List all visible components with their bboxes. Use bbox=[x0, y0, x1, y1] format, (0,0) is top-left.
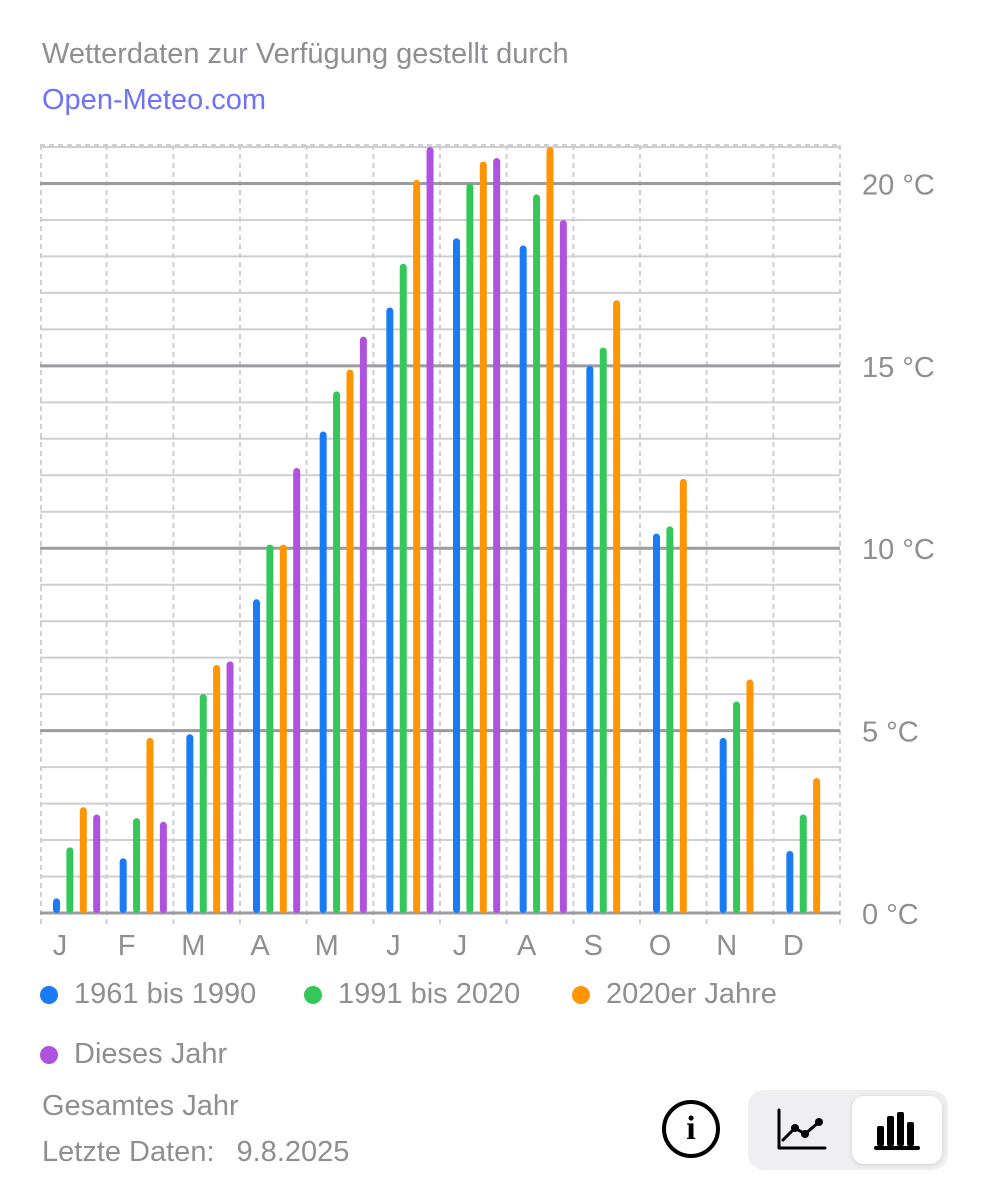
x-tick-label: M bbox=[181, 930, 205, 962]
bar-1-8 bbox=[519, 245, 527, 913]
bar-2-7 bbox=[466, 183, 474, 913]
bar-2-10 bbox=[666, 526, 674, 913]
x-tick-label: A bbox=[517, 930, 537, 962]
bar-2-4 bbox=[266, 544, 274, 913]
legend-dot-blue bbox=[40, 985, 58, 1004]
open-meteo-link[interactable]: Open-Meteo.com bbox=[42, 84, 267, 116]
x-tick-label: J bbox=[453, 930, 468, 962]
bar-4-5 bbox=[359, 336, 367, 914]
bar-3-6 bbox=[413, 179, 421, 914]
y-tick-label: 15 °C bbox=[862, 352, 935, 384]
info-button[interactable]: i bbox=[662, 1100, 720, 1158]
bar-2-8 bbox=[533, 194, 541, 913]
bar-1-3 bbox=[186, 734, 194, 913]
x-tick-label: F bbox=[118, 930, 136, 962]
x-tick-label: J bbox=[53, 930, 68, 962]
bar-2-6 bbox=[399, 263, 407, 913]
x-tick-label: S bbox=[584, 930, 603, 962]
bar-1-6 bbox=[386, 307, 394, 913]
bar-1-4 bbox=[253, 599, 260, 913]
y-tick-label: 10 °C bbox=[862, 534, 935, 566]
legend-item-1991-2020: 1991 bis 2020 bbox=[304, 978, 520, 1011]
bar-3-3 bbox=[213, 664, 221, 913]
bar-4-7 bbox=[493, 157, 501, 913]
legend-dot-green bbox=[304, 985, 322, 1004]
bar-3-5 bbox=[346, 369, 354, 913]
bar-3-7 bbox=[479, 161, 487, 914]
bar-chart-button[interactable] bbox=[852, 1096, 942, 1164]
bar-4-1 bbox=[93, 814, 101, 913]
x-tick-label: N bbox=[716, 930, 737, 962]
bar-1-10 bbox=[653, 533, 660, 913]
y-tick-label: 20 °C bbox=[862, 169, 935, 201]
bar-1-5 bbox=[319, 431, 327, 913]
credit-text: Wetterdaten zur Verfügung gestellt durch bbox=[42, 38, 569, 70]
x-tick-label: A bbox=[250, 930, 270, 962]
bar-4-8 bbox=[559, 219, 567, 913]
bar-1-7 bbox=[453, 238, 460, 913]
bar-2-12 bbox=[799, 814, 807, 913]
bar-2-11 bbox=[733, 701, 741, 913]
bar-3-11 bbox=[746, 679, 754, 913]
legend-dot-purple bbox=[40, 1045, 58, 1064]
bar-3-2 bbox=[146, 737, 154, 913]
chart-type-segmented-control bbox=[748, 1090, 948, 1170]
bar-1-2 bbox=[119, 858, 127, 913]
legend-item-2020er-jahre: 2020er Jahre bbox=[572, 978, 777, 1011]
bar-4-4 bbox=[293, 467, 301, 913]
line-chart-button[interactable] bbox=[756, 1096, 846, 1164]
bar-2-2 bbox=[133, 818, 141, 913]
legend-dot-orange bbox=[572, 985, 590, 1004]
x-tick-label: D bbox=[783, 930, 804, 962]
bar-4-3 bbox=[226, 661, 234, 913]
bar-3-10 bbox=[679, 478, 687, 913]
legend-item-1961-1990: 1961 bis 1990 bbox=[40, 978, 256, 1011]
bar-2-9 bbox=[599, 347, 607, 914]
info-icon: i bbox=[686, 1110, 696, 1147]
bar-3-8 bbox=[546, 147, 554, 913]
legend-label: 1961 bis 1990 bbox=[74, 978, 257, 1010]
temperature-bar-chart: 0 °C 5 °C 10 °C 15 °C 20 °C J F M A M J J A S O N D bbox=[40, 144, 935, 962]
legend-item-dieses-jahr: Dieses Jahr bbox=[40, 1038, 227, 1071]
bar-3-1 bbox=[79, 807, 87, 913]
bar-2-1 bbox=[66, 847, 74, 913]
last-data-row: Letzte Daten: 9.8.2025 bbox=[42, 1136, 349, 1169]
x-tick-label: M bbox=[315, 930, 339, 962]
bar-2-5 bbox=[333, 391, 341, 913]
time-scope-label: Gesamtes Jahr bbox=[42, 1090, 239, 1122]
bar-2-3 bbox=[199, 694, 207, 913]
line-chart-icon bbox=[777, 1108, 827, 1150]
bar-1-1 bbox=[53, 898, 60, 913]
last-data-label: Letzte Daten: bbox=[42, 1136, 215, 1168]
legend-label: 1991 bis 2020 bbox=[338, 978, 521, 1010]
x-tick-label: J bbox=[386, 930, 401, 962]
bar-3-12 bbox=[813, 778, 821, 913]
bar-1-12 bbox=[786, 850, 794, 913]
y-tick-label: 5 °C bbox=[862, 717, 919, 749]
legend-label: Dieses Jahr bbox=[74, 1038, 228, 1070]
bar-1-11 bbox=[719, 737, 727, 913]
bar-4-6 bbox=[426, 147, 434, 913]
last-data-value: 9.8.2025 bbox=[236, 1136, 350, 1168]
bar-3-4 bbox=[279, 544, 287, 913]
legend-label: 2020er Jahre bbox=[606, 978, 777, 1010]
bar-4-2 bbox=[159, 821, 167, 913]
x-tick-label: O bbox=[649, 930, 672, 962]
y-tick-label: 0 °C bbox=[862, 899, 919, 931]
bar-1-9 bbox=[586, 365, 594, 913]
bar-3-9 bbox=[613, 300, 621, 913]
bar-chart-icon bbox=[874, 1112, 920, 1150]
